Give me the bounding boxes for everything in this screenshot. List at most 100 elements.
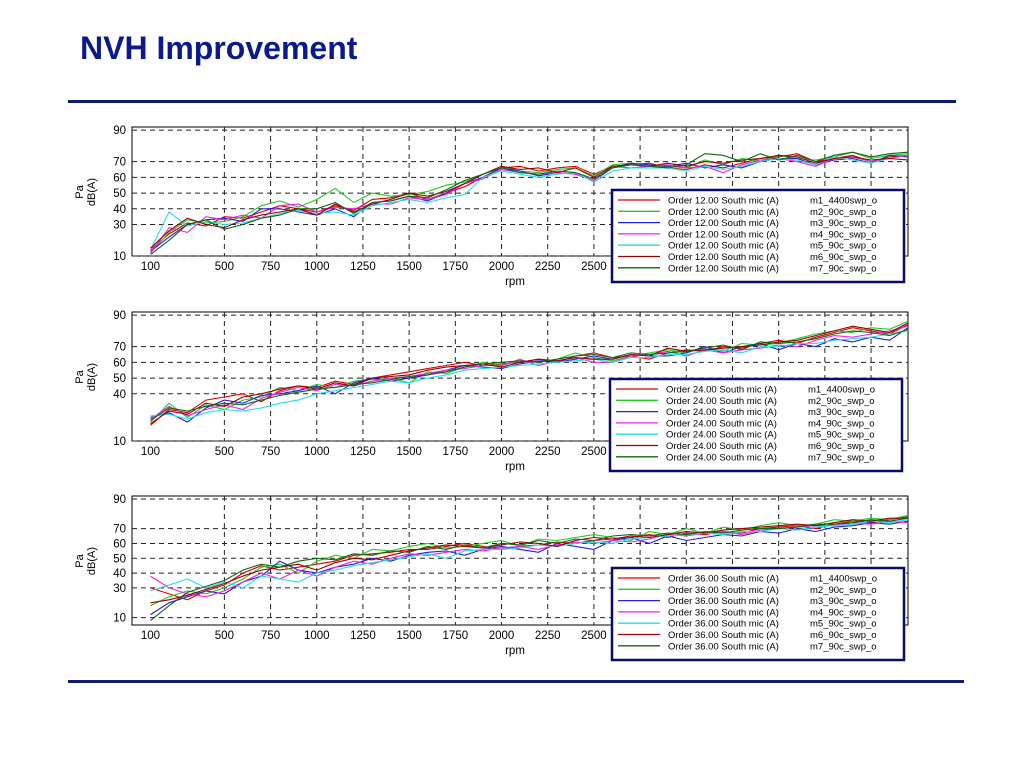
y-axis-label: Pa [74,184,86,198]
series-line-7 [150,328,909,421]
y-tick-label: 50 [113,188,126,200]
legend-entry-run: m7_90c_swp_o [810,641,877,652]
y-tick-label: 40 [113,204,126,216]
legend-entry-order: Order 12.00 South mic (A) [668,263,779,274]
legend-entry-order: Order 12.00 South mic (A) [668,252,779,263]
y-axis-label: dB(A) [86,363,98,391]
y-axis-label: Pa [74,553,86,567]
x-tick-label: 1750 [443,446,469,458]
y-tick-label: 30 [113,583,126,595]
series-line-7 [150,151,909,255]
y-tick-label: 40 [113,568,126,580]
y-axis-label: dB(A) [86,178,98,206]
legend-entry-run: m2_90c_swp_o [810,585,877,596]
y-tick-label: 90 [113,310,126,322]
series-line-6 [150,322,909,425]
legend-entry-order: Order 36.00 South mic (A) [668,641,779,652]
legend-entry-run: m5_90c_swp_o [808,430,875,441]
legend-entry-run: m1_4400swp_o [808,385,875,396]
legend-entry-run: m6_90c_swp_o [808,441,875,452]
x-tick-label: 2250 [535,446,561,458]
x-tick-label: 2500 [581,446,607,458]
x-tick-label: 2000 [489,446,515,458]
x-tick-label: 1500 [396,630,422,642]
y-tick-label: 10 [113,613,126,625]
y-tick-label: 50 [113,373,126,385]
legend-entry-order: Order 24.00 South mic (A) [666,441,777,452]
x-tick-label: 2250 [535,630,561,642]
legend-entry-order: Order 36.00 South mic (A) [668,585,779,596]
x-axis-label: rpm [505,276,525,288]
x-tick-label: 750 [261,261,280,273]
legend-entry-order: Order 12.00 South mic (A) [668,207,779,218]
legend-box [610,566,906,662]
legend-box [610,188,906,284]
x-tick-label: 1000 [304,446,330,458]
y-tick-label: 70 [113,342,126,354]
series-line-4 [150,325,909,420]
x-tick-label: 2000 [489,630,515,642]
legend-entry-run: m7_90c_swp_o [808,452,875,463]
page-title: NVH Improvement [80,30,358,66]
x-axis-label: rpm [505,461,525,473]
x-tick-label: 1250 [350,630,376,642]
legend-entry-run: m2_90c_swp_o [810,207,877,218]
legend-entry-order: Order 36.00 South mic (A) [668,630,779,641]
y-axis-label: Pa [74,369,86,383]
legend-entry-order: Order 12.00 South mic (A) [668,196,779,207]
x-tick-label: 100 [141,446,160,458]
bottom-divider [68,680,964,683]
x-tick-label: 500 [215,261,234,273]
y-tick-label: 30 [113,220,126,232]
legend-entry-run: m6_90c_swp_o [810,630,877,641]
legend-entry-order: Order 24.00 South mic (A) [666,430,777,441]
chart-order-24: 1005007501000125015001750200022502500275… [74,310,909,473]
y-tick-label: 90 [113,494,126,506]
legend-entry-order: Order 36.00 South mic (A) [668,607,779,618]
x-tick-label: 100 [141,261,160,273]
legend-entry-run: m5_90c_swp_o [810,619,877,630]
legend-entry-run: m6_90c_swp_o [810,252,877,263]
legend-entry-run: m7_90c_swp_o [810,263,877,274]
legend-entry-run: m2_90c_swp_o [808,396,875,407]
legend-entry-order: Order 36.00 South mic (A) [668,619,779,630]
x-tick-label: 2000 [489,261,515,273]
y-tick-label: 60 [113,357,126,369]
chart-order-12: 1005007501000125015001750200022502500275… [74,125,909,288]
x-axis-label: rpm [505,645,525,657]
x-tick-label: 1000 [304,630,330,642]
legend-entry-run: m1_4400swp_o [810,574,877,585]
legend-entry-order: Order 12.00 South mic (A) [668,229,779,240]
legend-box [608,377,904,473]
y-tick-label: 50 [113,553,126,565]
x-tick-label: 2500 [581,261,607,273]
x-tick-label: 1500 [396,261,422,273]
x-tick-label: 2500 [581,630,607,642]
series-line-3 [150,520,909,616]
legend-entry-order: Order 36.00 South mic (A) [668,596,779,607]
legend-entry-order: Order 24.00 South mic (A) [666,396,777,407]
legend-entry-run: m3_90c_swp_o [810,218,877,229]
legend-entry-order: Order 24.00 South mic (A) [666,418,777,429]
legend-entry-order: Order 24.00 South mic (A) [666,385,777,396]
y-tick-label: 90 [113,125,126,137]
x-tick-label: 750 [261,630,280,642]
y-axis-label: dB(A) [86,547,98,575]
x-tick-label: 1750 [443,261,469,273]
y-tick-label: 10 [113,251,126,263]
y-tick-label: 70 [113,157,126,169]
legend-entry-run: m3_90c_swp_o [808,407,875,418]
legend-entry-run: m5_90c_swp_o [810,241,877,252]
legend-entry-order: Order 36.00 South mic (A) [668,574,779,585]
series-line-1 [150,516,909,601]
legend-entry-order: Order 12.00 South mic (A) [668,218,779,229]
y-tick-label: 40 [113,389,126,401]
x-tick-label: 750 [261,446,280,458]
legend-entry-run: m4_90c_swp_o [810,607,877,618]
y-tick-label: 60 [113,172,126,184]
x-tick-label: 2250 [535,261,561,273]
legend-entry-order: Order 12.00 South mic (A) [668,241,779,252]
x-tick-label: 1750 [443,630,469,642]
x-tick-label: 500 [215,446,234,458]
x-tick-label: 500 [215,630,234,642]
